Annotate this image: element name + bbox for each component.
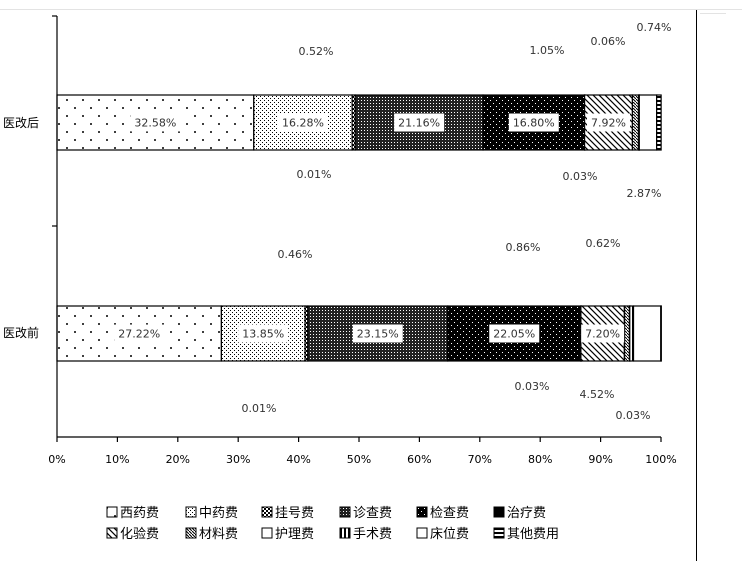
data-label-box-0-6 bbox=[587, 113, 631, 132]
x-tick-label-10: 100% bbox=[645, 453, 676, 466]
data-label-0-11: 0.74% bbox=[637, 21, 672, 34]
legend-label-0: 西药费 bbox=[120, 506, 159, 521]
data-label-box-0-0 bbox=[130, 113, 181, 132]
legend-label-8: 护理费 bbox=[275, 527, 314, 542]
data-label-box-1-6 bbox=[581, 324, 625, 343]
legend-label-11: 其他费用 bbox=[507, 527, 559, 542]
legend-swatch-7 bbox=[185, 527, 197, 539]
legend-swatch-3 bbox=[339, 506, 351, 518]
bar-segment-1-10 bbox=[632, 305, 662, 362]
data-label-box-1-4 bbox=[489, 324, 540, 343]
data-label-1-6: 7.20% bbox=[585, 328, 620, 341]
data-label-0-3: 21.16% bbox=[398, 117, 440, 130]
category-label-0: 医改后 bbox=[3, 116, 39, 130]
data-label-0-9: 0.06% bbox=[591, 35, 626, 48]
data-label-0-4: 16.80% bbox=[513, 117, 555, 130]
data-label-1-8: 0.03% bbox=[515, 380, 550, 393]
legend-label-2: 挂号费 bbox=[275, 506, 314, 521]
bar-segment-0-11 bbox=[656, 94, 662, 151]
data-label-0-0: 32.58% bbox=[134, 117, 176, 130]
legend-swatch-5 bbox=[493, 506, 505, 518]
data-label-0-2: 0.52% bbox=[299, 45, 334, 58]
data-label-1-11: 0.03% bbox=[616, 409, 651, 422]
bar-segment-1-11 bbox=[660, 305, 662, 362]
x-tick-label-3: 30% bbox=[226, 453, 250, 466]
data-label-box-1-0 bbox=[114, 324, 165, 343]
legend-swatch-11 bbox=[493, 527, 505, 539]
x-tick-label-4: 40% bbox=[286, 453, 310, 466]
legend-label-7: 材料费 bbox=[199, 527, 238, 542]
x-tick-label-8: 80% bbox=[528, 453, 552, 466]
data-label-box-1-1 bbox=[238, 324, 289, 343]
data-label-box-1-3 bbox=[352, 324, 403, 343]
top-border-line bbox=[0, 9, 742, 10]
legend-label-10: 床位费 bbox=[430, 527, 469, 542]
category-label-1: 医改前 bbox=[3, 325, 39, 340]
data-label-0-8: 0.03% bbox=[563, 170, 598, 183]
legend-label-1: 中药费 bbox=[199, 506, 238, 521]
legend-label-4: 检查费 bbox=[430, 506, 469, 521]
data-label-1-5: 0.01% bbox=[242, 402, 277, 415]
data-label-0-6: 7.92% bbox=[591, 117, 626, 130]
x-tick-label-7: 70% bbox=[468, 453, 492, 466]
data-label-1-0: 27.22% bbox=[118, 328, 160, 341]
data-label-box-0-4 bbox=[508, 113, 559, 132]
legend-label-9: 手术费 bbox=[353, 527, 392, 542]
data-label-1-3: 23.15% bbox=[357, 328, 399, 341]
legend-swatch-6 bbox=[106, 527, 118, 539]
data-label-1-10: 4.52% bbox=[580, 388, 615, 401]
right-border-line bbox=[696, 10, 697, 561]
data-label-box-0-1 bbox=[277, 113, 328, 132]
x-tick-label-2: 20% bbox=[166, 453, 190, 466]
legend-label-5: 治疗费 bbox=[507, 506, 546, 521]
legend-swatch-9 bbox=[339, 527, 351, 539]
bar-segment-0-7 bbox=[631, 94, 640, 151]
data-label-0-1: 16.28% bbox=[282, 117, 324, 130]
legend-swatch-0 bbox=[106, 506, 118, 518]
data-label-1-9: 0.62% bbox=[586, 237, 621, 250]
x-tick-label-9: 90% bbox=[588, 453, 612, 466]
data-label-0-7: 1.05% bbox=[530, 44, 565, 57]
legend-swatch-10 bbox=[416, 527, 428, 539]
legend-label-3: 诊查费 bbox=[353, 506, 392, 521]
data-label-box-0-3 bbox=[394, 113, 445, 132]
bar-segment-0-10 bbox=[638, 94, 658, 151]
x-tick-label-5: 50% bbox=[347, 453, 371, 466]
x-tick-label-0: 0% bbox=[48, 453, 65, 466]
data-label-1-2: 0.46% bbox=[278, 248, 313, 261]
x-tick-label-1: 10% bbox=[105, 453, 129, 466]
top-border-line-fragment bbox=[700, 13, 726, 14]
data-label-1-4: 22.05% bbox=[493, 328, 535, 341]
bar-segment-1-7 bbox=[623, 305, 631, 362]
x-tick-label-6: 60% bbox=[407, 453, 431, 466]
legend-swatch-4 bbox=[416, 506, 428, 518]
legend-swatch-1 bbox=[185, 506, 197, 518]
data-label-1-7: 0.86% bbox=[506, 241, 541, 254]
legend-swatch-8 bbox=[261, 527, 273, 539]
data-label-0-10: 2.87% bbox=[627, 187, 662, 200]
legend-swatch-2 bbox=[261, 506, 273, 518]
data-label-0-5: 0.01% bbox=[297, 168, 332, 181]
legend-label-6: 化验费 bbox=[120, 526, 159, 542]
data-label-1-1: 13.85% bbox=[242, 328, 284, 341]
